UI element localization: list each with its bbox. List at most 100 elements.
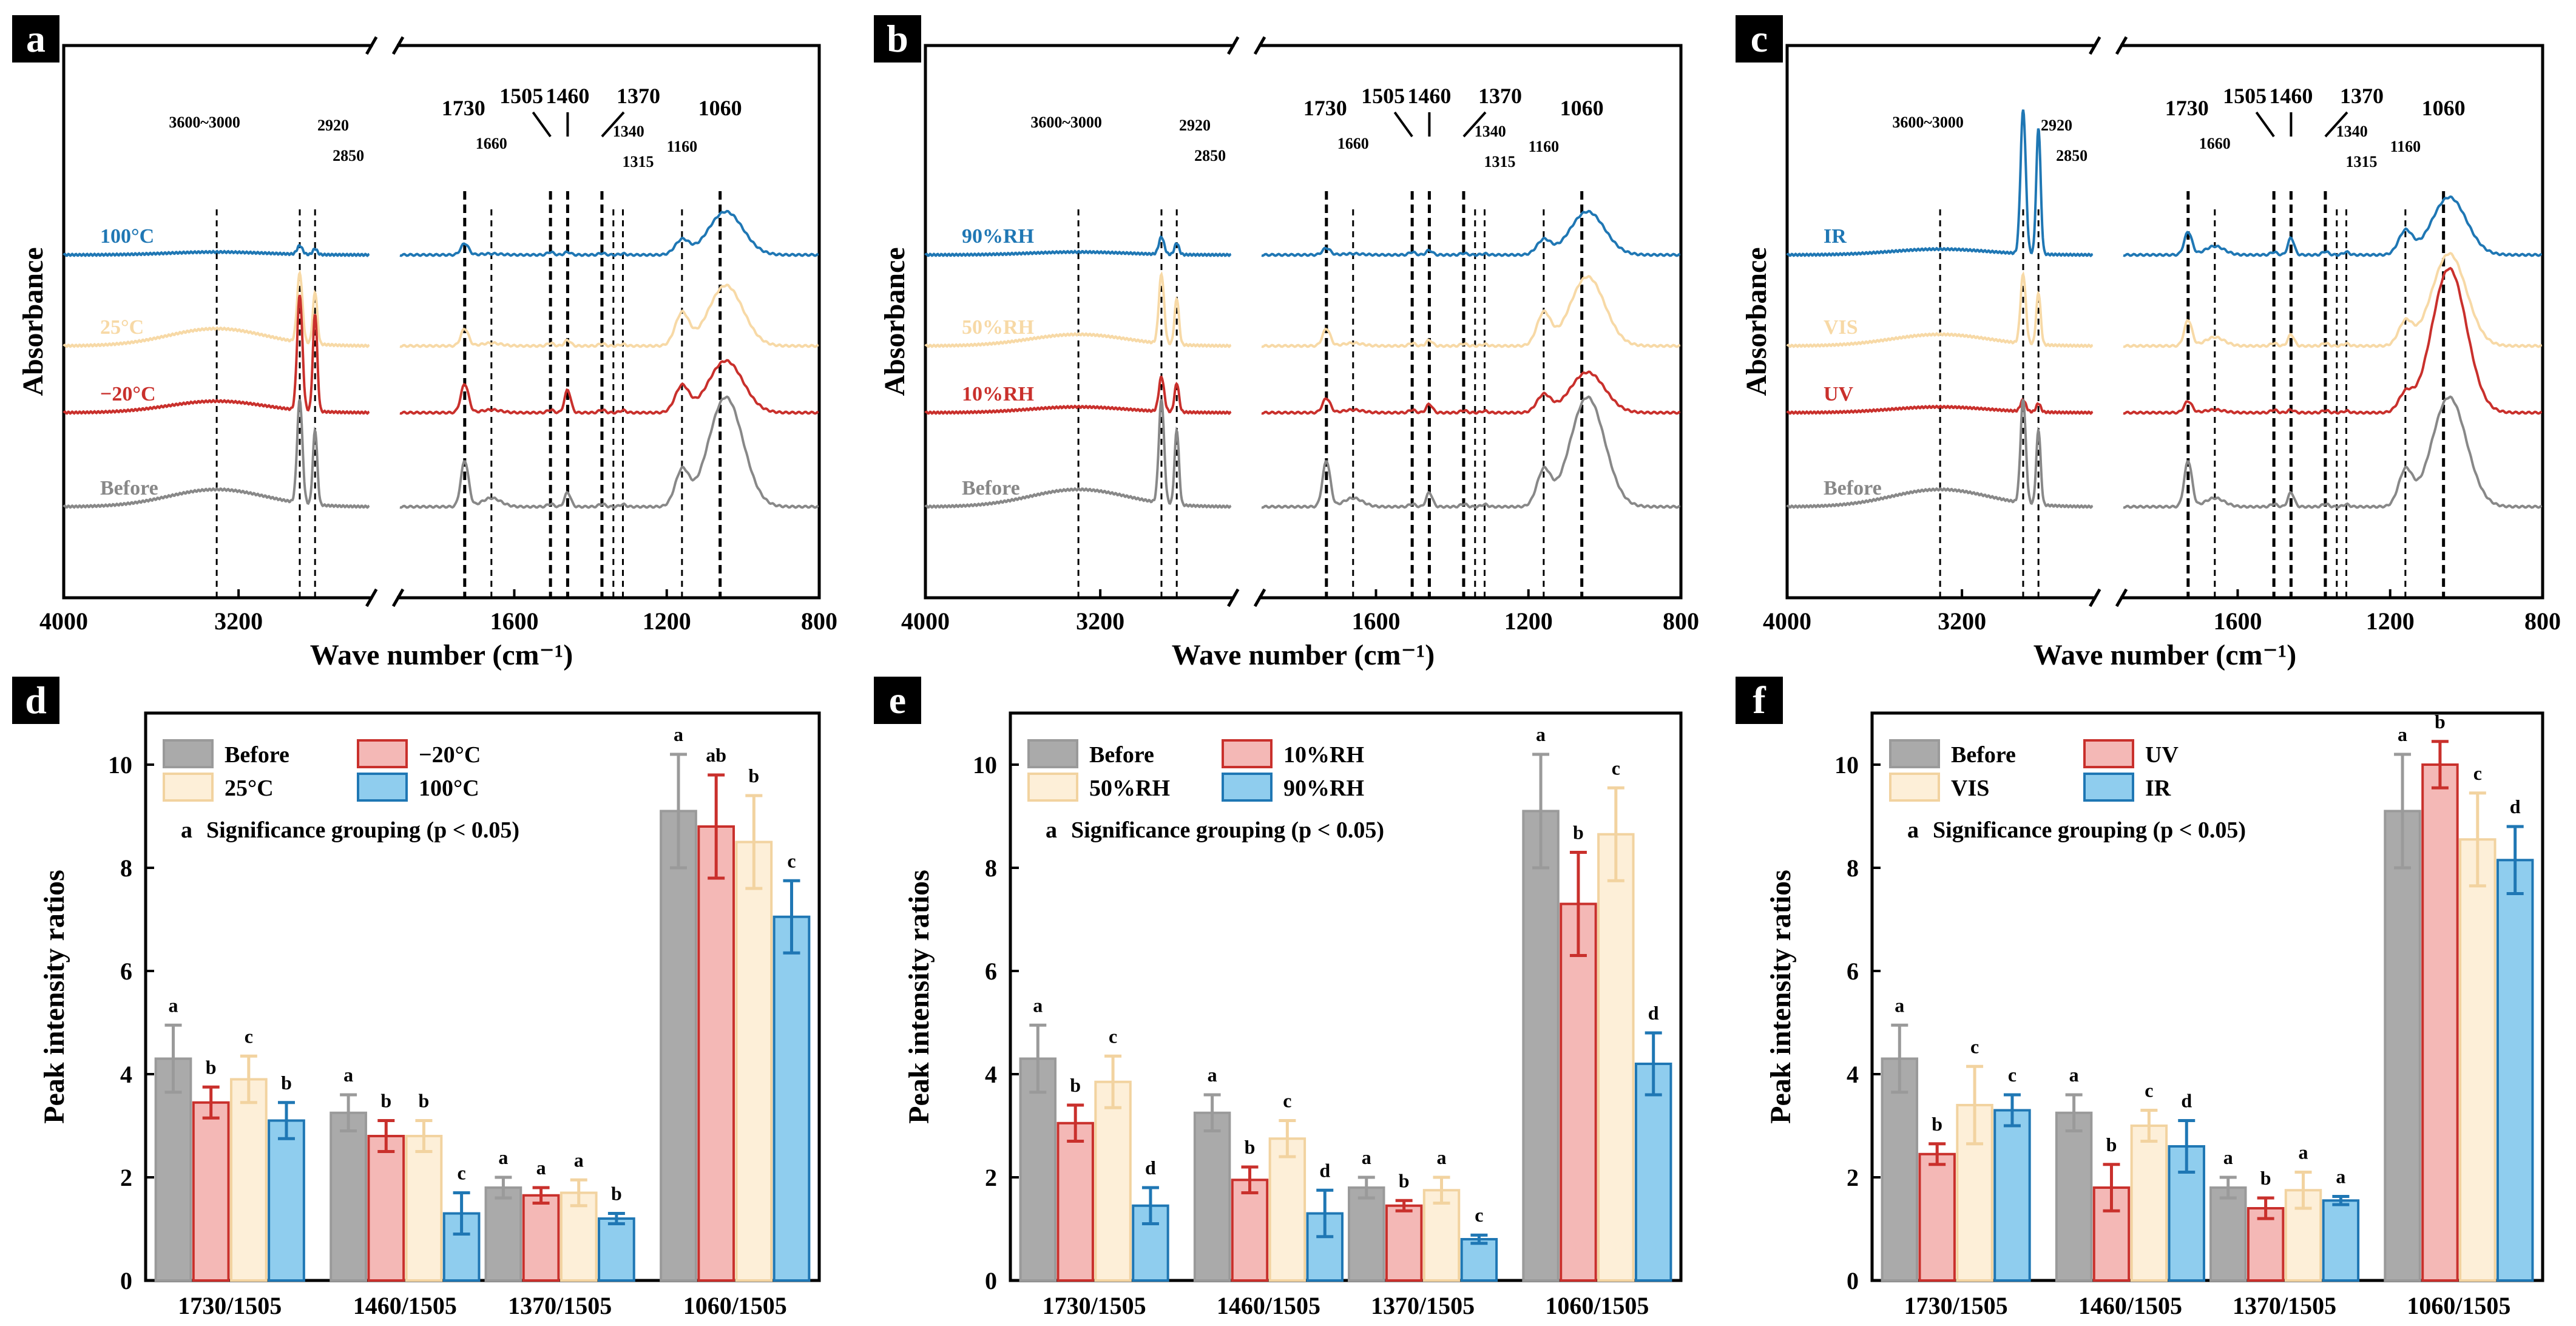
spectrum-line-a-2: [63, 294, 370, 415]
spectrum-line-a-3: [399, 395, 819, 509]
bar-e-3-3: [1634, 1063, 1672, 1282]
plot-frame: [1009, 711, 1683, 1282]
ftir-panel-a: a Absorbance 4000 3200 1600 1200 800 Wave numbe…: [12, 15, 837, 671]
significance-letter: a: [2299, 1142, 2308, 1163]
bar-e-0-2: [1348, 1186, 1385, 1282]
legend-swatch: [1222, 739, 1273, 768]
x-tick-label: 1200: [2366, 607, 2415, 635]
significance-letter: a: [1362, 1146, 1371, 1168]
peak-label-small: 1315: [622, 153, 654, 171]
peak-label: 1505: [2223, 84, 2267, 108]
peak-label: 1730: [2165, 96, 2209, 120]
bar-f-3-3: [2496, 859, 2534, 1282]
bar-e-0-3: [1522, 810, 1560, 1282]
significance-letter: a: [2336, 1165, 2345, 1187]
spectrum-line-a-1: [399, 283, 819, 348]
peak-label-small: 1660: [476, 135, 507, 152]
category-label: 1370/1505: [508, 1292, 612, 1319]
peak-label-small: 2920: [317, 117, 349, 134]
bar-d-3-2: [598, 1217, 635, 1282]
spectrum-line-b-3: [924, 399, 1232, 509]
bar-f-0-3: [2384, 810, 2421, 1282]
spectrum-line-a-1: [63, 269, 370, 348]
peak-label: 1370: [1478, 84, 1522, 108]
legend-label: Before: [1089, 742, 1154, 768]
peak-label-small: 1340: [613, 123, 644, 140]
axis-break-bottom: [373, 593, 397, 603]
panel-label-box: [874, 15, 921, 63]
significance-letter: b: [419, 1090, 430, 1112]
peak-label-small: 2850: [333, 147, 364, 164]
significance-letter: a: [2398, 723, 2407, 745]
significance-letter: a: [1437, 1146, 1447, 1168]
bar-f-2-1: [2130, 1125, 2168, 1282]
spectrum-line-c-1: [2123, 251, 2543, 348]
spectrum-line-b-1: [1261, 275, 1681, 348]
y-tick-label: 6: [985, 958, 997, 985]
panel-label: c: [1751, 17, 1768, 60]
ftir-panel-b: b Absorbance 4000 3200 1600 1200 800 Wave numbe…: [874, 15, 1699, 671]
peak-label-small: 1315: [2345, 153, 2377, 171]
plot-frame: [1870, 711, 2544, 1282]
significance-letter: b: [2106, 1134, 2117, 1155]
x-tick-label: 1600: [1351, 607, 1400, 635]
bar-d-1-3: [697, 825, 735, 1282]
significance-letter: c: [457, 1162, 465, 1184]
significance-letter: c: [1475, 1204, 1483, 1226]
significance-letter: b: [1573, 822, 1584, 844]
y-tick-label: 8: [1847, 854, 1859, 882]
x-tick-label: 800: [2524, 607, 2561, 635]
spectrum-line-b-0: [1261, 209, 1681, 257]
peak-label-small: 1340: [2336, 123, 2368, 140]
spectrum-label: Before: [1824, 477, 1882, 499]
bar-f-3-2: [2322, 1199, 2360, 1282]
spectrum-label: 25°C: [100, 316, 144, 339]
spectrum-line-b-3: [1261, 395, 1681, 509]
significance-letter: c: [1612, 757, 1620, 779]
peak-label-small: 1660: [2199, 135, 2231, 152]
plot-frame: [144, 711, 821, 1282]
legend-swatch: [2083, 739, 2134, 768]
significance-letter: c: [787, 850, 796, 871]
bar-f-0-2: [2209, 1186, 2247, 1282]
significance-letter: c: [1970, 1035, 1979, 1057]
axis-break-slash: [365, 36, 378, 55]
category-label: 1060/1505: [2407, 1292, 2510, 1319]
axis-break-slash: [365, 588, 378, 607]
legend-label: 50%RH: [1089, 776, 1170, 801]
y-tick-label: 10: [1834, 751, 1859, 779]
bar-d-2-2: [559, 1191, 598, 1282]
y-tick-label: 0: [1847, 1267, 1859, 1294]
spectrum-label: −20°C: [100, 383, 156, 405]
legend-swatch: [163, 739, 214, 768]
axis-break-slash: [2089, 36, 2101, 55]
y-tick-label: 6: [120, 958, 132, 985]
legend-swatch: [357, 739, 408, 768]
bar-d-1-1: [367, 1135, 405, 1282]
peak-label: 1060: [1560, 96, 1604, 120]
peak-label: 1060: [2422, 96, 2466, 120]
plot-frame: [1785, 44, 2544, 600]
x-tick-label: 3200: [1076, 607, 1124, 635]
legend-label: Before: [225, 742, 289, 768]
bar-e-2-3: [1597, 833, 1635, 1282]
legend-swatch: [1222, 773, 1273, 802]
significance-letter: a: [1895, 994, 1904, 1016]
axis-break-slash: [1227, 36, 1240, 55]
significance-letter: c: [245, 1025, 253, 1047]
peak-label-small: 3600~3000: [169, 113, 240, 131]
significance-letter: ab: [706, 744, 726, 766]
significance-letter: c: [2008, 1064, 2017, 1086]
peak-label-small: 1160: [2390, 138, 2421, 155]
significance-note: Significance grouping (p < 0.05): [206, 817, 519, 843]
axis-break-slash: [1227, 588, 1240, 607]
y-axis-label: Peak intensity ratios: [38, 870, 70, 1124]
significance-letter: b: [611, 1183, 622, 1205]
peak-label: 1505: [1361, 84, 1405, 108]
axis-break-slash: [1253, 588, 1266, 607]
spectrum-line-a-2: [399, 359, 819, 415]
spectrum-line-b-0: [924, 235, 1232, 257]
bar-panel-f: f 0 2 4 6 8 10 Peak intensity ratios 1730/1505 14…: [1736, 677, 2544, 1319]
bar-e-2-1: [1268, 1137, 1307, 1282]
bar-f-3-0: [1993, 1109, 2031, 1282]
